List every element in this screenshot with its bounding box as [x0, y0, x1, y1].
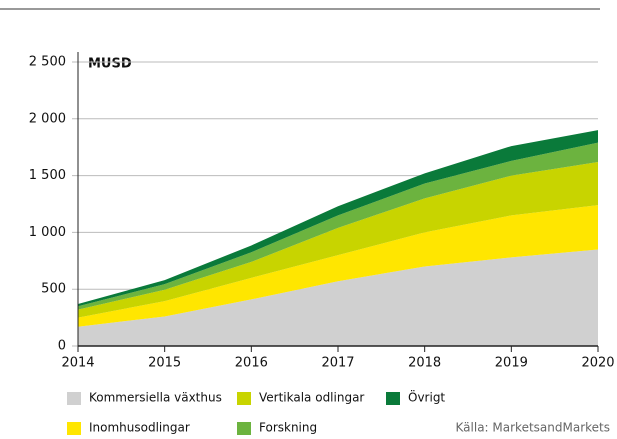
- x-tick-label: 2016: [235, 356, 268, 371]
- x-tick-label: 2019: [495, 356, 528, 371]
- legend-swatch: [237, 392, 251, 405]
- y-tick-label: 500: [41, 282, 66, 297]
- legend-label: Övrigt: [408, 389, 445, 405]
- y-tick-label: 2 500: [29, 55, 66, 70]
- x-tick-label: 2017: [321, 356, 354, 371]
- legend-label: Kommersiella växthus: [89, 391, 222, 405]
- area: [78, 249, 598, 346]
- legend-label: Forskning: [259, 421, 317, 435]
- y-tick-label: 1 000: [29, 225, 66, 240]
- y-tick-label: 0: [58, 339, 66, 354]
- areas: [78, 130, 598, 346]
- area: [78, 130, 598, 307]
- x-tick-label: 2015: [148, 356, 181, 371]
- legend-label: Vertikala odlingar: [259, 391, 364, 405]
- y-tick-label: 1 500: [29, 168, 66, 183]
- x-tick-label: 2014: [61, 356, 94, 371]
- legend-swatch: [386, 392, 400, 405]
- legend-swatch: [237, 422, 251, 435]
- legend-label: Inomhusodlingar: [89, 421, 190, 435]
- source: Källa: MarketsandMarkets: [456, 421, 610, 435]
- x-tick-label: 2020: [581, 356, 614, 371]
- area: [78, 142, 598, 310]
- x-tick-label: 2018: [408, 356, 441, 371]
- y-tick-label: 2 000: [29, 111, 66, 126]
- legend-swatch: [67, 392, 81, 405]
- area: [78, 205, 598, 327]
- legend-swatch: [67, 422, 81, 435]
- y-axis-label: MUSD: [88, 57, 132, 72]
- area: [78, 161, 598, 318]
